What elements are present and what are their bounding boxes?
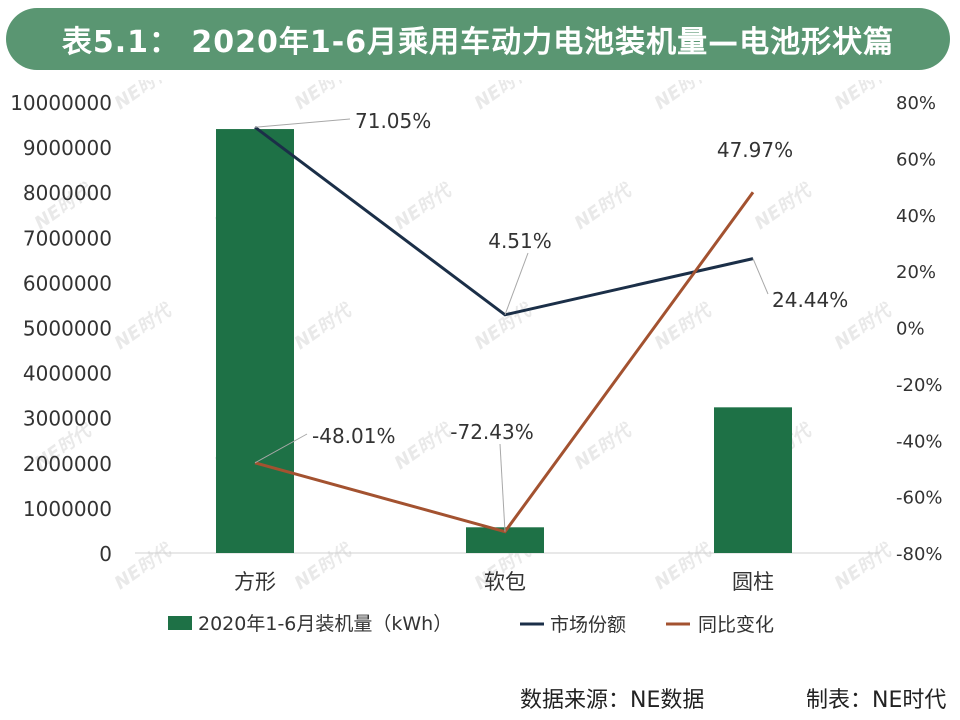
share-line xyxy=(254,126,754,317)
watermark-text: NE时代 xyxy=(111,299,177,354)
leader-line xyxy=(752,258,769,295)
x-tick-label: 圆柱 xyxy=(732,570,774,594)
y-left-tick-label: 4000000 xyxy=(23,362,112,386)
watermark-text: NE时代 xyxy=(111,539,177,594)
y-left-tick-label: 0 xyxy=(99,542,112,566)
y-right-tick-label: 40% xyxy=(896,206,936,227)
x-tick-label: 软包 xyxy=(484,570,526,594)
watermark-text: NE时代 xyxy=(391,179,457,234)
y-right-tick-label: -80% xyxy=(896,544,943,565)
data-source-label: 数据来源：NE数据 xyxy=(520,688,705,713)
watermark-text: NE时代 xyxy=(471,299,537,354)
y-right-tick-label: 0% xyxy=(896,319,925,340)
y-right-tick-label: -20% xyxy=(896,375,943,396)
data-label: 71.05% xyxy=(355,109,431,133)
maker-label: 制表：NE时代 xyxy=(806,688,947,713)
watermark-text: NE时代 xyxy=(291,80,357,114)
y-left-tick-label: 10000000 xyxy=(10,91,112,115)
legend-label: 同比变化 xyxy=(698,614,774,636)
watermark-text: NE时代 xyxy=(471,80,537,114)
y-right-tick-label: -60% xyxy=(896,488,943,509)
watermark-text: NE时代 xyxy=(111,80,177,114)
data-label: -48.01% xyxy=(312,424,395,448)
watermark-text: NE时代 xyxy=(291,299,357,354)
watermark-text: NE时代 xyxy=(831,539,897,594)
watermark-text: NE时代 xyxy=(571,179,637,234)
title-banner: 表5.1： 2020年1-6月乘用车动力电池装机量—电池形状篇 xyxy=(6,8,950,70)
chart-title: 表5.1： 2020年1-6月乘用车动力电池装机量—电池形状篇 xyxy=(61,25,895,60)
data-label: 4.51% xyxy=(488,229,552,253)
y-right-tick-label: 60% xyxy=(896,149,936,170)
legend-label: 市场份额 xyxy=(550,614,626,636)
y-left-tick-label: 2000000 xyxy=(23,452,112,476)
watermark-text: NE时代 xyxy=(291,539,357,594)
watermark-text: NE时代 xyxy=(651,539,717,594)
y-left-tick-label: 9000000 xyxy=(23,136,112,160)
y-right-tick-label: 80% xyxy=(896,93,936,114)
y-left-tick-label: 6000000 xyxy=(23,271,112,295)
y-left-tick-label: 5000000 xyxy=(23,317,112,341)
y-right-tick-label: -40% xyxy=(896,431,943,452)
bar xyxy=(714,407,792,553)
watermark-text: NE时代 xyxy=(651,299,717,354)
y-left-tick-label: 7000000 xyxy=(23,226,112,250)
legend-label: 2020年1-6月装机量（kWh） xyxy=(198,613,452,635)
data-label: 24.44% xyxy=(772,288,848,312)
watermark-text: NE时代 xyxy=(651,80,717,114)
y-left-tick-label: 3000000 xyxy=(23,407,112,431)
y-left-tick-label: 1000000 xyxy=(23,497,112,521)
watermark-text: NE时代 xyxy=(751,179,817,234)
chart-area: NE时代 NE时代 NE时代 NE时代 NE时代 NE时代 NE时代 NE时代 NE时代 NE时代… xyxy=(10,80,943,636)
y-right-tick-label: 20% xyxy=(896,262,936,283)
leader-line xyxy=(499,443,506,532)
leader-line xyxy=(504,252,529,315)
x-tick-label: 方形 xyxy=(234,570,276,594)
watermark-text: NE时代 xyxy=(831,80,897,114)
y-left-tick-label: 8000000 xyxy=(23,181,112,205)
watermark-text: NE时代 xyxy=(391,419,457,474)
bar xyxy=(216,129,294,553)
data-label: 47.97% xyxy=(717,138,793,162)
legend-swatch-bar xyxy=(168,616,192,630)
leader-line xyxy=(254,433,308,464)
leader-line xyxy=(254,118,351,128)
data-label: -72.43% xyxy=(450,420,533,444)
